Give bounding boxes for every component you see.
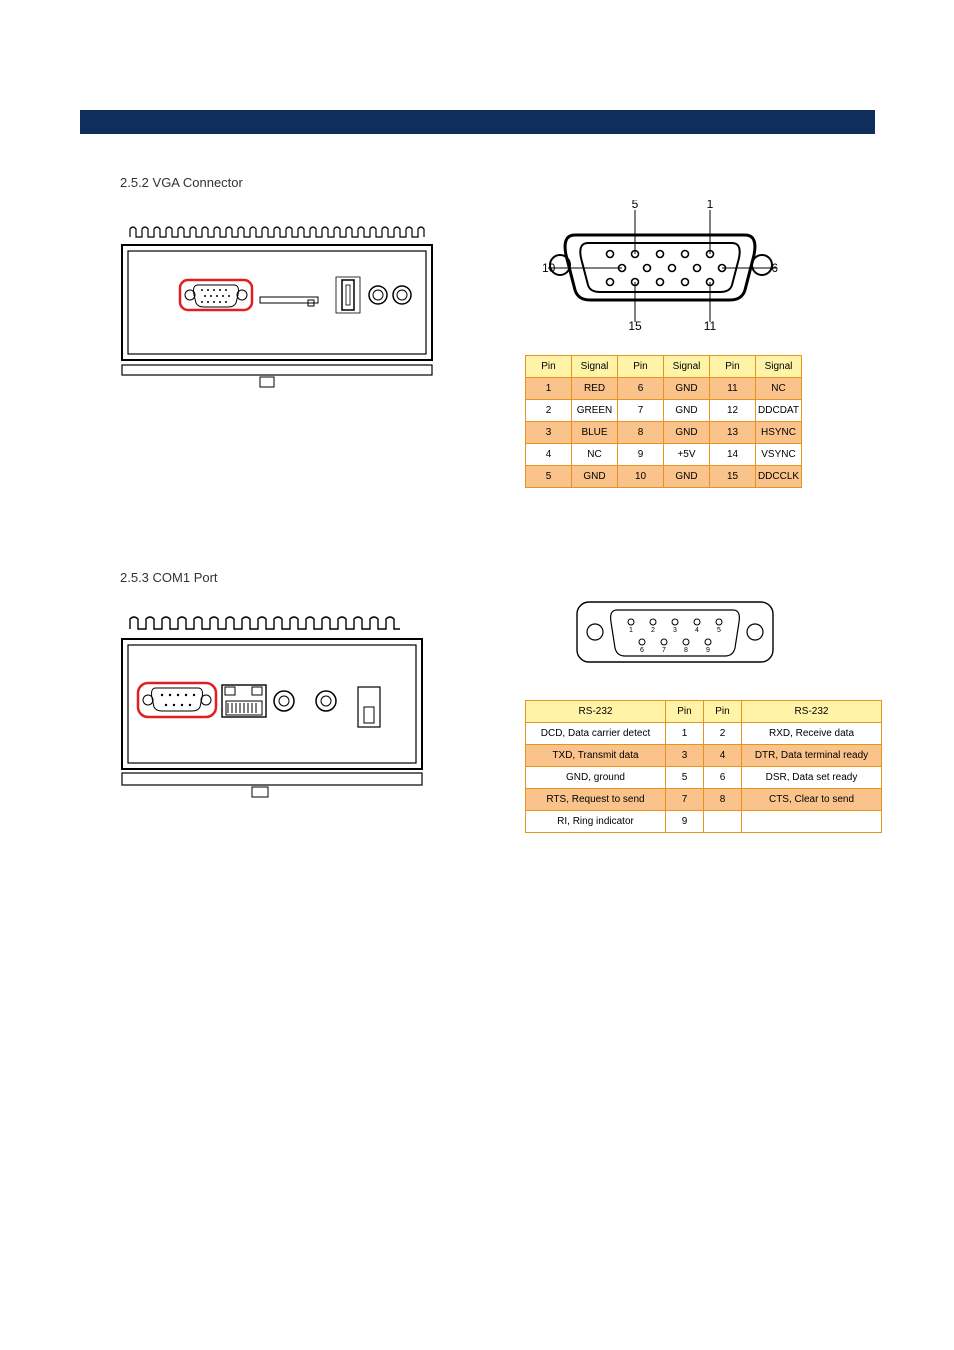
td: NC xyxy=(572,444,618,466)
td: 1 xyxy=(526,378,572,400)
pin-label-5: 5 xyxy=(632,200,639,211)
td: GREEN xyxy=(572,400,618,422)
vga-pin-table: Pin Signal Pin Signal Pin Signal 1RED6GN… xyxy=(525,355,802,488)
svg-text:8: 8 xyxy=(684,647,688,654)
td: 10 xyxy=(618,466,664,488)
pin-label-1: 1 xyxy=(707,200,714,211)
pin-label-6: 6 xyxy=(771,261,778,275)
td: DCD, Data carrier detect xyxy=(526,723,666,745)
td: 12 xyxy=(710,400,756,422)
td: 4 xyxy=(704,745,742,767)
td: +5V xyxy=(664,444,710,466)
td: 9 xyxy=(666,811,704,833)
td: 3 xyxy=(526,422,572,444)
db9-pinout-diagram: 1 2 3 4 5 6 7 8 9 xyxy=(575,600,775,673)
td xyxy=(704,811,742,833)
td: DTR, Data terminal ready xyxy=(742,745,882,767)
td: VSYNC xyxy=(756,444,802,466)
device-side-view-1 xyxy=(120,225,440,398)
td: GND xyxy=(664,400,710,422)
pin-label-15: 15 xyxy=(628,319,642,330)
th: RS-232 xyxy=(742,701,882,723)
td: 1 xyxy=(666,723,704,745)
td: 9 xyxy=(618,444,664,466)
td: RXD, Receive data xyxy=(742,723,882,745)
td: GND xyxy=(572,466,618,488)
svg-text:3: 3 xyxy=(673,627,677,634)
td: 13 xyxy=(710,422,756,444)
td: TXD, Transmit data xyxy=(526,745,666,767)
td: GND xyxy=(664,378,710,400)
svg-text:1: 1 xyxy=(629,627,633,634)
td: RTS, Request to send xyxy=(526,789,666,811)
th: Pin xyxy=(526,356,572,378)
td: 5 xyxy=(666,767,704,789)
svg-text:4: 4 xyxy=(695,627,699,634)
th: Signal xyxy=(664,356,710,378)
td: GND xyxy=(664,422,710,444)
th: Pin xyxy=(618,356,664,378)
td: 6 xyxy=(618,378,664,400)
device-side-view-2 xyxy=(120,615,430,808)
td: NC xyxy=(756,378,802,400)
td: 7 xyxy=(666,789,704,811)
td: 5 xyxy=(526,466,572,488)
td: DDCDAT xyxy=(756,400,802,422)
svg-text:7: 7 xyxy=(662,647,666,654)
td: 15 xyxy=(710,466,756,488)
td: 2 xyxy=(526,400,572,422)
td: 7 xyxy=(618,400,664,422)
th: RS-232 xyxy=(526,701,666,723)
section-title-vga: 2.5.2 VGA Connector xyxy=(120,175,243,190)
com1-pin-table: RS-232 Pin Pin RS-232 DCD, Data carrier … xyxy=(525,700,882,833)
svg-text:5: 5 xyxy=(717,627,721,634)
vga-pinout-diagram: 5 1 10 6 15 11 xyxy=(540,200,780,333)
td: RI, Ring indicator xyxy=(526,811,666,833)
td: GND xyxy=(664,466,710,488)
th: Signal xyxy=(572,356,618,378)
td: DSR, Data set ready xyxy=(742,767,882,789)
td: 8 xyxy=(618,422,664,444)
td xyxy=(742,811,882,833)
td: 8 xyxy=(704,789,742,811)
td: RED xyxy=(572,378,618,400)
svg-text:9: 9 xyxy=(706,647,710,654)
td: 2 xyxy=(704,723,742,745)
svg-text:6: 6 xyxy=(640,647,644,654)
td: 3 xyxy=(666,745,704,767)
td: 6 xyxy=(704,767,742,789)
td: 11 xyxy=(710,378,756,400)
th: Pin xyxy=(704,701,742,723)
header-bar xyxy=(80,110,875,134)
th: Pin xyxy=(710,356,756,378)
td: CTS, Clear to send xyxy=(742,789,882,811)
th: Signal xyxy=(756,356,802,378)
td: 14 xyxy=(710,444,756,466)
pin-label-10: 10 xyxy=(542,261,556,275)
svg-text:2: 2 xyxy=(651,627,655,634)
td: GND, ground xyxy=(526,767,666,789)
td: 4 xyxy=(526,444,572,466)
td: BLUE xyxy=(572,422,618,444)
pin-label-11: 11 xyxy=(704,319,717,330)
section-title-com1: 2.5.3 COM1 Port xyxy=(120,570,218,585)
th: Pin xyxy=(666,701,704,723)
td: HSYNC xyxy=(756,422,802,444)
td: DDCCLK xyxy=(756,466,802,488)
